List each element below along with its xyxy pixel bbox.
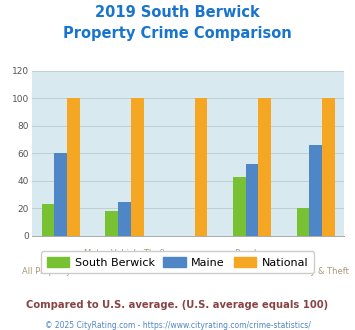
Text: Arson: Arson xyxy=(176,267,200,276)
Bar xyxy=(42,204,54,236)
Bar xyxy=(118,202,131,236)
Bar xyxy=(296,209,309,236)
Text: Compared to U.S. average. (U.S. average equals 100): Compared to U.S. average. (U.S. average … xyxy=(26,300,329,310)
Bar xyxy=(195,98,207,236)
Bar xyxy=(233,177,246,236)
Text: Burglary: Burglary xyxy=(234,249,270,258)
Bar xyxy=(105,211,118,236)
Bar xyxy=(131,98,143,236)
Bar xyxy=(258,98,271,236)
Bar xyxy=(322,98,335,236)
Text: Property Crime Comparison: Property Crime Comparison xyxy=(63,26,292,41)
Text: Motor Vehicle Theft: Motor Vehicle Theft xyxy=(83,249,165,258)
Text: © 2025 CityRating.com - https://www.cityrating.com/crime-statistics/: © 2025 CityRating.com - https://www.city… xyxy=(45,321,310,330)
Text: 2019 South Berwick: 2019 South Berwick xyxy=(95,5,260,20)
Bar xyxy=(246,164,258,236)
Bar xyxy=(67,98,80,236)
Bar xyxy=(309,145,322,236)
Text: All Property Crime: All Property Crime xyxy=(22,267,99,276)
Bar xyxy=(54,153,67,236)
Legend: South Berwick, Maine, National: South Berwick, Maine, National xyxy=(41,251,314,273)
Text: Larceny & Theft: Larceny & Theft xyxy=(282,267,349,276)
